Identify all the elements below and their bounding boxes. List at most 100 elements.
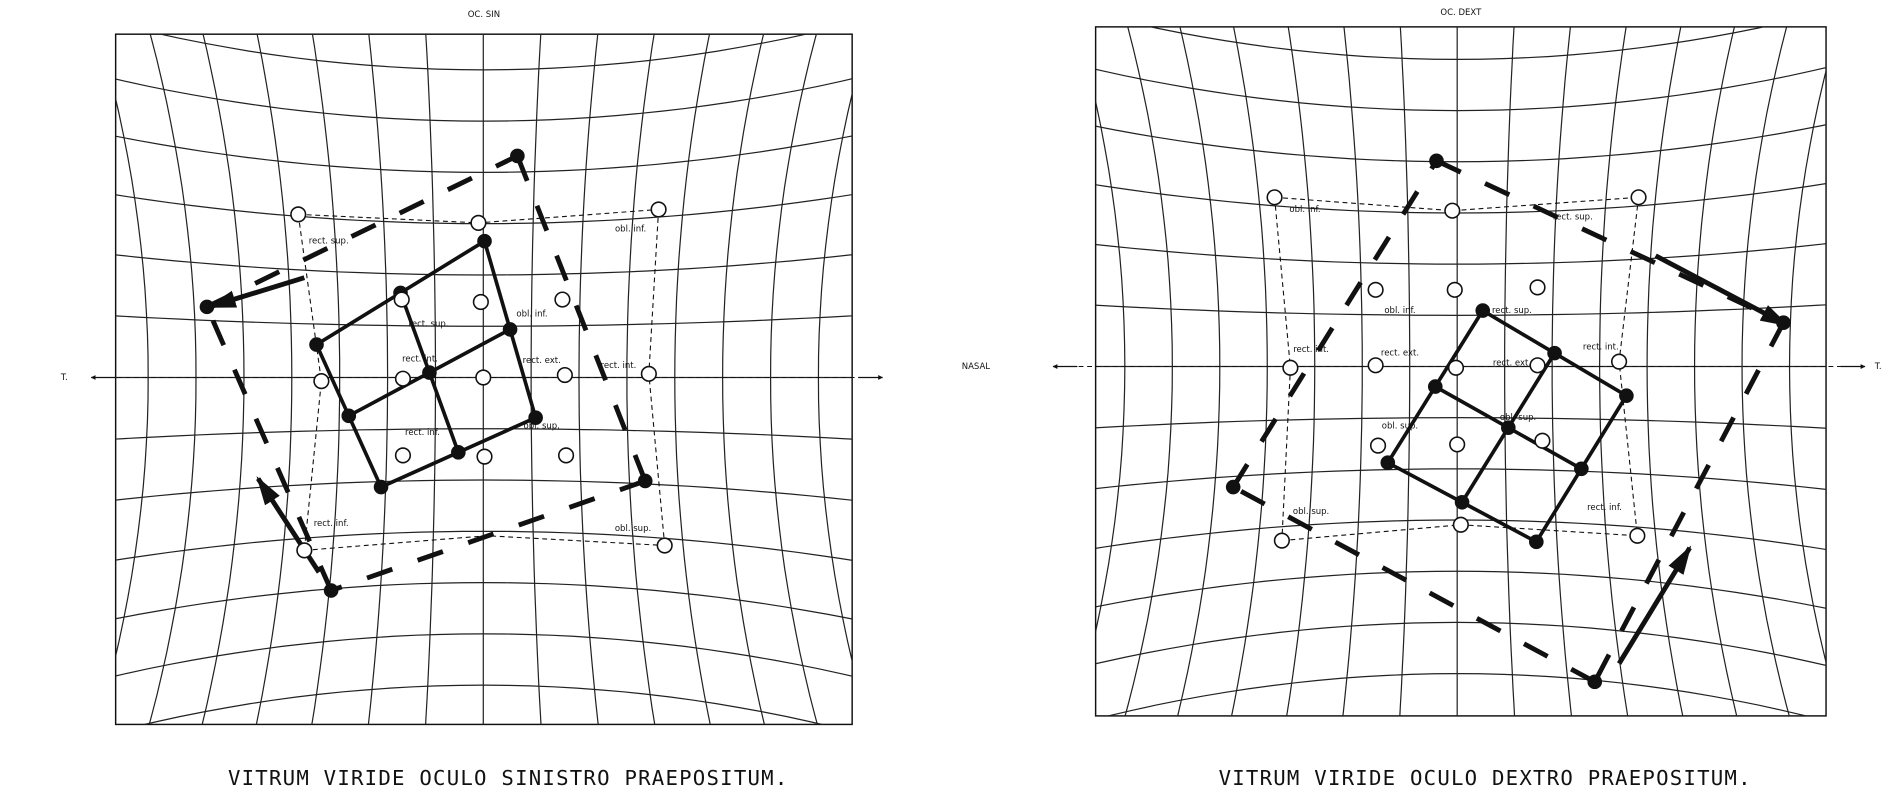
- grid-line: [1788, 68, 1827, 665]
- grid-line: [115, 581, 853, 620]
- field-point: [341, 408, 357, 424]
- field-point: [422, 365, 437, 380]
- grid: [985, 0, 1893, 800]
- grid-line: [1124, 26, 1173, 716]
- caption: VITRUM VIRIDE OCULO DEXTRO PRAEPOSITUM.: [1219, 766, 1752, 790]
- grid-line: [1095, 621, 1827, 667]
- muscle-label: obl. sup.: [524, 422, 560, 432]
- caption: VITRUM VIRIDE OCULO SINISTRO PRAEPOSITUM…: [228, 766, 789, 790]
- muscle-label: rect. sup.: [409, 319, 449, 329]
- target-point: [1452, 516, 1469, 533]
- grid-line: [1551, 26, 1573, 716]
- grid-line: [255, 34, 293, 725]
- grid-line: [367, 34, 389, 725]
- target-point: [1449, 436, 1466, 453]
- field-point: [373, 479, 389, 495]
- axis-label: NASAL: [962, 362, 991, 372]
- target-point: [1529, 279, 1546, 296]
- muscle-label: obl. sup.: [615, 524, 651, 534]
- field-outer: [515, 155, 648, 482]
- target-point: [1444, 202, 1461, 219]
- grid-line: [1646, 26, 1684, 716]
- muscle-label: obl. inf.: [1289, 205, 1320, 215]
- target-point: [1610, 353, 1628, 370]
- target-point: [554, 291, 571, 308]
- field-point: [323, 583, 339, 598]
- target-point: [472, 293, 489, 311]
- grid-line: [1095, 124, 1827, 163]
- muscle-label: rect. ext.: [1381, 349, 1419, 359]
- field-point: [309, 337, 324, 352]
- muscle-label: rect. inf.: [1587, 503, 1622, 513]
- grid-line: [866, 0, 959, 800]
- field-arrow: [1617, 545, 1692, 665]
- field-arrow: [1654, 253, 1790, 328]
- field-outer: [1592, 321, 1786, 683]
- panel-title: OC. DEXT: [1440, 8, 1482, 18]
- grid-line: [115, 530, 853, 561]
- field-outer: [205, 153, 519, 310]
- grid-line: [1504, 26, 1516, 716]
- muscle-label: rect. inf.: [405, 428, 440, 438]
- target-point: [313, 373, 330, 390]
- grid-line: [7, 0, 100, 800]
- target-point: [475, 369, 492, 386]
- target-point: [470, 214, 487, 231]
- grid-line: [626, 34, 656, 725]
- field-point: [1587, 674, 1603, 690]
- target-point: [1529, 357, 1546, 374]
- target-point: [393, 291, 410, 308]
- target-point: [650, 201, 667, 218]
- muscle-label: rect. ext.: [523, 356, 561, 366]
- field-point: [477, 233, 492, 249]
- grid-line: [1095, 570, 1827, 609]
- field-arrow: [206, 275, 306, 310]
- target-point: [1369, 437, 1387, 454]
- field-point: [1501, 420, 1516, 435]
- target-point: [476, 448, 493, 465]
- muscle-label: rect. int.: [1293, 345, 1329, 355]
- grid-line: [1342, 26, 1363, 716]
- panel-title: OC. SIN: [468, 10, 500, 20]
- field-point: [1574, 461, 1589, 477]
- grid-line: [1230, 26, 1268, 716]
- muscle-label: rect. sup.: [1553, 212, 1593, 222]
- field-point: [528, 410, 543, 425]
- grid-line: [769, 34, 818, 725]
- grid-line: [1095, 98, 1126, 635]
- target-point: [1534, 432, 1551, 449]
- grid-line: [115, 428, 853, 440]
- grid-line: [817, 91, 853, 664]
- grid-line: [1095, 66, 1827, 112]
- grid-line: [201, 34, 245, 725]
- grid-line: [115, 135, 853, 173]
- field-point: [1547, 345, 1562, 361]
- grid-line: [1399, 26, 1411, 716]
- muscle-label: obl. inf.: [1384, 306, 1415, 316]
- grid-line: [985, 0, 1077, 800]
- grid-line: [1286, 26, 1316, 716]
- target-point: [394, 447, 412, 464]
- grid-line: [1837, 0, 1893, 800]
- field-point: [1619, 388, 1634, 404]
- axis-label: T.: [1874, 362, 1882, 372]
- grid-line: [578, 34, 599, 725]
- grid-line: [1095, 468, 1827, 491]
- grid-line: [1177, 26, 1221, 716]
- muscle-label: rect. sup.: [1492, 306, 1532, 316]
- target-outline: [1274, 196, 1639, 212]
- muscle-label: rect. ext.: [1493, 358, 1531, 368]
- target-point: [1367, 357, 1384, 374]
- field-point: [1380, 455, 1396, 470]
- grid-line: [148, 34, 197, 725]
- muscle-label: rect. int.: [601, 361, 637, 371]
- grid-line: [141, 684, 825, 725]
- target-point: [1446, 281, 1463, 298]
- muscle-label: rect. int.: [1583, 343, 1619, 353]
- target-point: [1447, 359, 1465, 376]
- field-point: [510, 148, 525, 164]
- grid-line: [115, 254, 853, 276]
- grid-line: [1693, 26, 1738, 716]
- field-outer: [1231, 159, 1439, 489]
- grid-line: [1095, 417, 1827, 429]
